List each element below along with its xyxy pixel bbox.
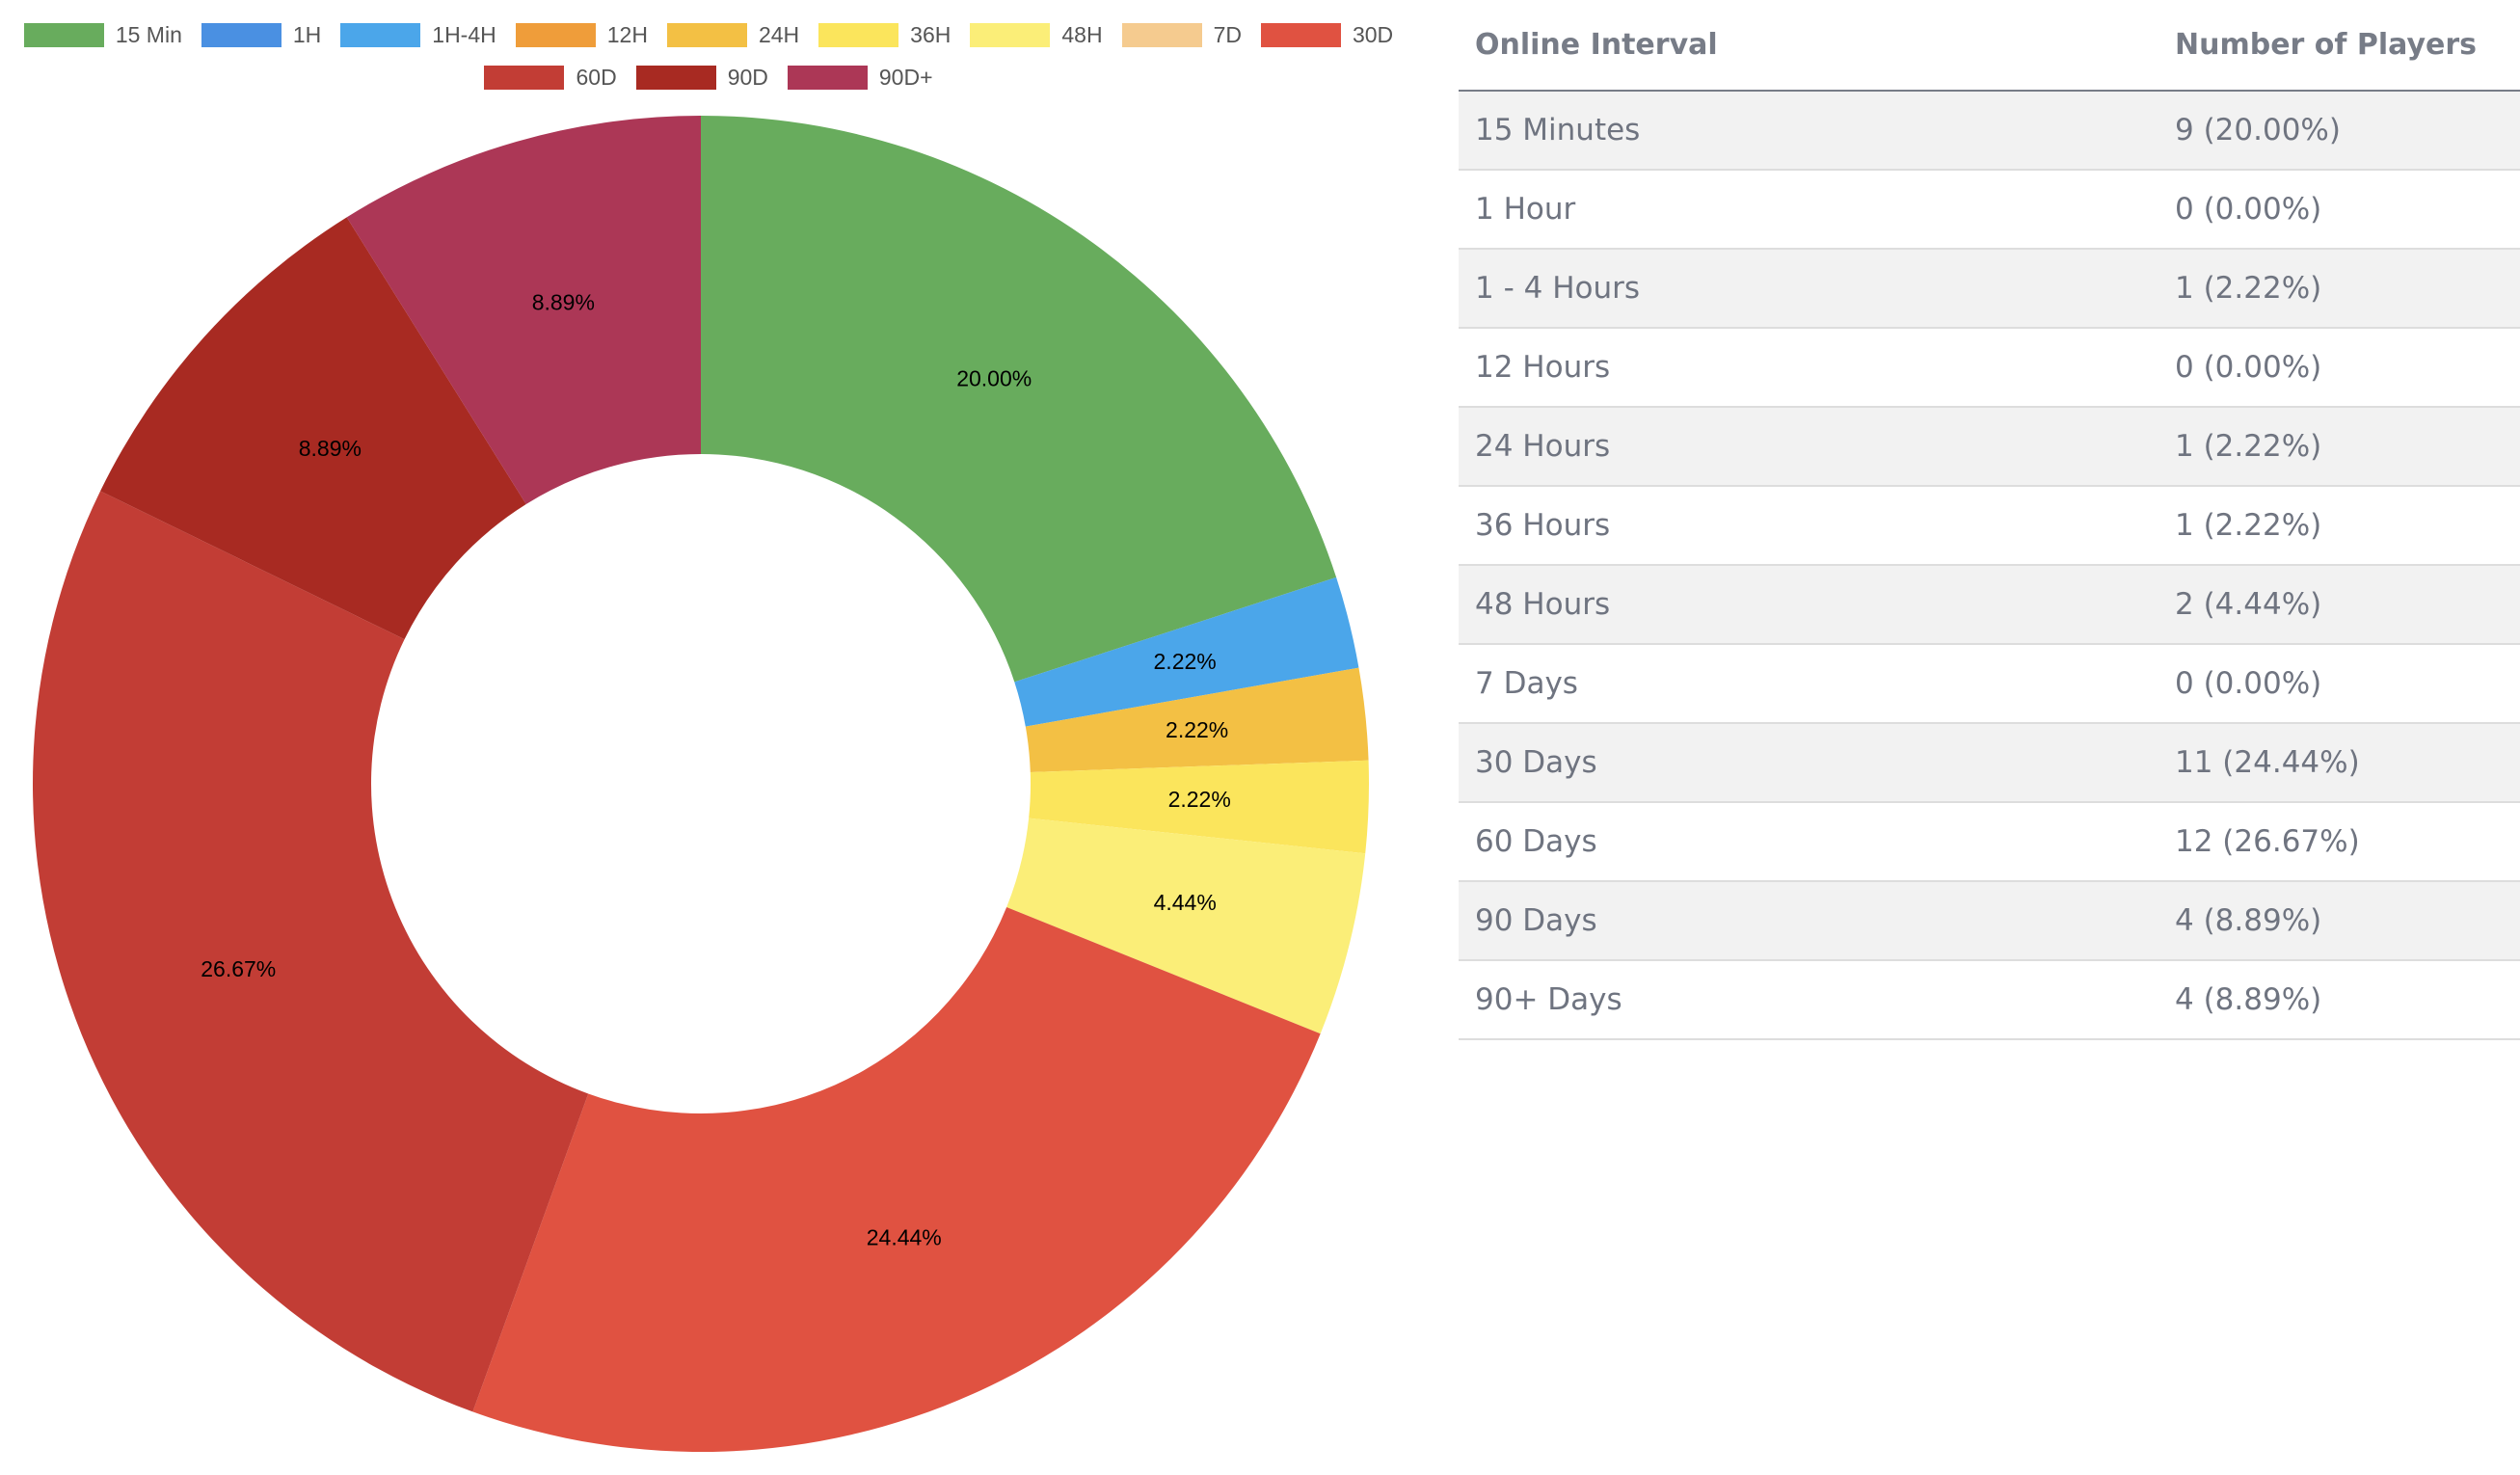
cell-number-of-players: 0 (0.00%) [2175, 644, 2520, 724]
legend-label: 1H-4H [432, 22, 496, 47]
legend-label: 36H [910, 22, 952, 47]
legend-item[interactable]: 7D [1121, 21, 1242, 48]
legend-swatch [666, 22, 747, 47]
legend-item[interactable]: 90D [635, 64, 768, 91]
legend-label: 15 Min [115, 22, 182, 47]
cell-online-interval: 90+ Days [1459, 960, 2175, 1040]
legend-swatch [787, 65, 868, 90]
legend-item[interactable]: 1H-4H [340, 21, 496, 48]
donut-slice[interactable] [32, 491, 589, 1412]
legend-swatch [484, 65, 565, 90]
cell-number-of-players: 1 (2.22%) [2175, 407, 2520, 487]
legend-label: 24H [758, 22, 800, 47]
column-header-online-interval: Online Interval [1459, 0, 2175, 92]
legend-label: 90D+ [878, 65, 933, 90]
legend-item[interactable]: 12H [515, 21, 648, 48]
table-row: 12 Hours 0 (0.00%) [1459, 328, 2520, 408]
donut-chart-panel: 20.00% 2.22% 2.22% 2.22% 4.44% 24.44% 26.67% 8.… [0, 21, 1417, 1452]
legend-label: 90D [727, 65, 768, 90]
cell-number-of-players: 1 (2.22%) [2175, 486, 2520, 566]
legend-swatch [515, 22, 596, 47]
donut-slice[interactable] [1006, 818, 1366, 1034]
cell-online-interval: 1 - 4 Hours [1459, 249, 2175, 329]
cell-number-of-players: 4 (8.89%) [2175, 881, 2520, 961]
legend-swatch [201, 22, 281, 47]
legend-label: 30D [1352, 22, 1394, 47]
column-header-number-of-players: Number of Players [2175, 0, 2520, 92]
slice-data-label: 2.22% [1168, 787, 1231, 812]
slice-data-label: 2.22% [1166, 717, 1228, 742]
table-row: 30 Days 11 (24.44%) [1459, 723, 2520, 803]
cell-number-of-players: 4 (8.89%) [2175, 960, 2520, 1040]
table-row: 48 Hours 2 (4.44%) [1459, 565, 2520, 645]
donut-slice[interactable] [346, 116, 701, 504]
legend-item[interactable]: 90D+ [787, 64, 933, 91]
legend-item[interactable]: 15 Min [23, 21, 182, 48]
cell-online-interval: 15 Minutes [1459, 91, 2175, 171]
table-row: 7 Days 0 (0.00%) [1459, 644, 2520, 724]
chart-legend: 15 Min 1H 1H-4H 12H 24H 36H 48H 7D 30D 60D 90D 90D… [0, 21, 1417, 106]
online-interval-table: Online Interval Number of Players 15 Min… [1459, 0, 2520, 1040]
legend-label: 7D [1213, 22, 1242, 47]
cell-online-interval: 60 Days [1459, 802, 2175, 882]
donut-slice[interactable] [1014, 577, 1359, 727]
cell-online-interval: 24 Hours [1459, 407, 2175, 487]
slice-data-label: 2.22% [1154, 649, 1217, 674]
legend-item[interactable]: 1H [201, 21, 321, 48]
cell-number-of-players: 9 (20.00%) [2175, 91, 2520, 171]
donut-slice[interactable] [472, 906, 1321, 1452]
legend-label: 48H [1061, 22, 1103, 47]
slice-data-label: 8.89% [299, 436, 362, 461]
legend-swatch [1121, 22, 1202, 47]
cell-number-of-players: 0 (0.00%) [2175, 170, 2520, 250]
cell-number-of-players: 0 (0.00%) [2175, 328, 2520, 408]
legend-swatch [818, 22, 899, 47]
cell-number-of-players: 12 (26.67%) [2175, 802, 2520, 882]
table-header-row: Online Interval Number of Players [1459, 0, 2520, 92]
table-row: 24 Hours 1 (2.22%) [1459, 407, 2520, 487]
cell-online-interval: 90 Days [1459, 881, 2175, 961]
donut-slice[interactable] [1029, 760, 1369, 854]
slice-data-label: 8.89% [532, 290, 595, 315]
cell-online-interval: 48 Hours [1459, 565, 2175, 645]
online-interval-table-panel: Online Interval Number of Players 15 Min… [1459, 0, 2520, 1040]
legend-item[interactable]: 30D [1260, 21, 1394, 48]
legend-label: 60D [576, 65, 617, 90]
table-row: 36 Hours 1 (2.22%) [1459, 486, 2520, 566]
slice-data-label: 24.44% [867, 1225, 942, 1250]
legend-item[interactable]: 36H [818, 21, 951, 48]
cell-online-interval: 12 Hours [1459, 328, 2175, 408]
legend-swatch [23, 22, 104, 47]
table-row: 90+ Days 4 (8.89%) [1459, 960, 2520, 1040]
slice-data-label: 20.00% [956, 365, 1032, 390]
legend-swatch [970, 22, 1051, 47]
donut-slice[interactable] [1025, 667, 1369, 773]
cell-number-of-players: 2 (4.44%) [2175, 565, 2520, 645]
legend-item[interactable]: 24H [666, 21, 800, 48]
table-row: 15 Minutes 9 (20.00%) [1459, 91, 2520, 171]
donut-chart: 20.00% 2.22% 2.22% 2.22% 4.44% 24.44% 26.67% 8.… [32, 116, 1369, 1452]
legend-swatch [635, 65, 716, 90]
table-row: 60 Days 12 (26.67%) [1459, 802, 2520, 882]
legend-item[interactable]: 48H [970, 21, 1103, 48]
cell-online-interval: 7 Days [1459, 644, 2175, 724]
legend-label: 12H [606, 22, 648, 47]
donut-slice[interactable] [701, 116, 1337, 683]
slice-data-label: 26.67% [201, 956, 276, 981]
cell-online-interval: 36 Hours [1459, 486, 2175, 566]
donut-slice[interactable] [100, 217, 526, 640]
cell-number-of-players: 1 (2.22%) [2175, 249, 2520, 329]
legend-swatch [340, 22, 421, 47]
table-row: 1 - 4 Hours 1 (2.22%) [1459, 249, 2520, 329]
slice-data-label: 4.44% [1154, 890, 1217, 915]
legend-swatch [1260, 22, 1341, 47]
cell-online-interval: 30 Days [1459, 723, 2175, 803]
table-row: 90 Days 4 (8.89%) [1459, 881, 2520, 961]
legend-item[interactable]: 60D [484, 64, 617, 91]
cell-number-of-players: 11 (24.44%) [2175, 723, 2520, 803]
cell-online-interval: 1 Hour [1459, 170, 2175, 250]
table-row: 1 Hour 0 (0.00%) [1459, 170, 2520, 250]
legend-label: 1H [292, 22, 322, 47]
